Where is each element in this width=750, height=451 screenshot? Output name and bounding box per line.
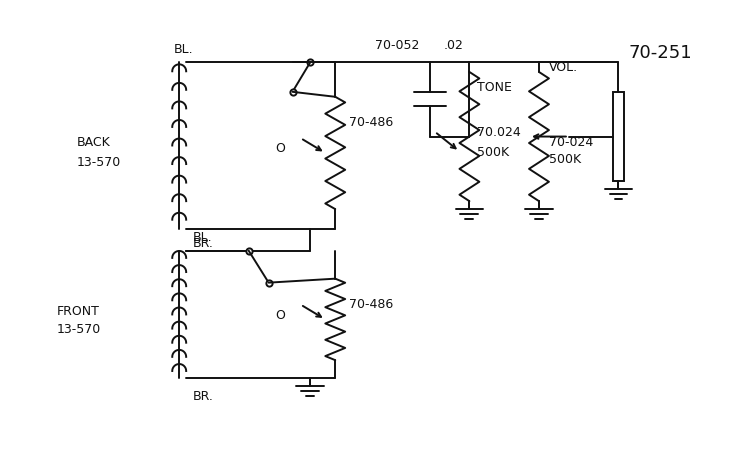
Text: BL.: BL.: [174, 42, 194, 55]
Text: 500K: 500K: [477, 146, 509, 159]
Text: 70.024: 70.024: [477, 126, 521, 139]
Text: BR.: BR.: [193, 390, 214, 403]
Text: 13-570: 13-570: [76, 156, 121, 169]
Bar: [613, 92, 624, 182]
Text: 13-570: 13-570: [57, 322, 101, 335]
Text: 70-251: 70-251: [628, 44, 692, 62]
Text: FRONT: FRONT: [57, 304, 100, 317]
Text: .02: .02: [443, 38, 464, 51]
Text: BACK: BACK: [76, 136, 110, 149]
Text: 70-486: 70-486: [350, 297, 394, 310]
Text: BL.: BL.: [193, 231, 213, 244]
Text: O: O: [275, 142, 286, 155]
Text: 70-486: 70-486: [350, 116, 394, 129]
Text: 70-052: 70-052: [375, 38, 419, 51]
Text: TONE: TONE: [477, 81, 512, 94]
Text: O: O: [275, 308, 286, 321]
Text: 70-024: 70-024: [549, 136, 593, 149]
Text: VOL.: VOL.: [549, 61, 578, 74]
Text: 500K: 500K: [549, 152, 581, 166]
Text: BR.: BR.: [193, 237, 214, 250]
